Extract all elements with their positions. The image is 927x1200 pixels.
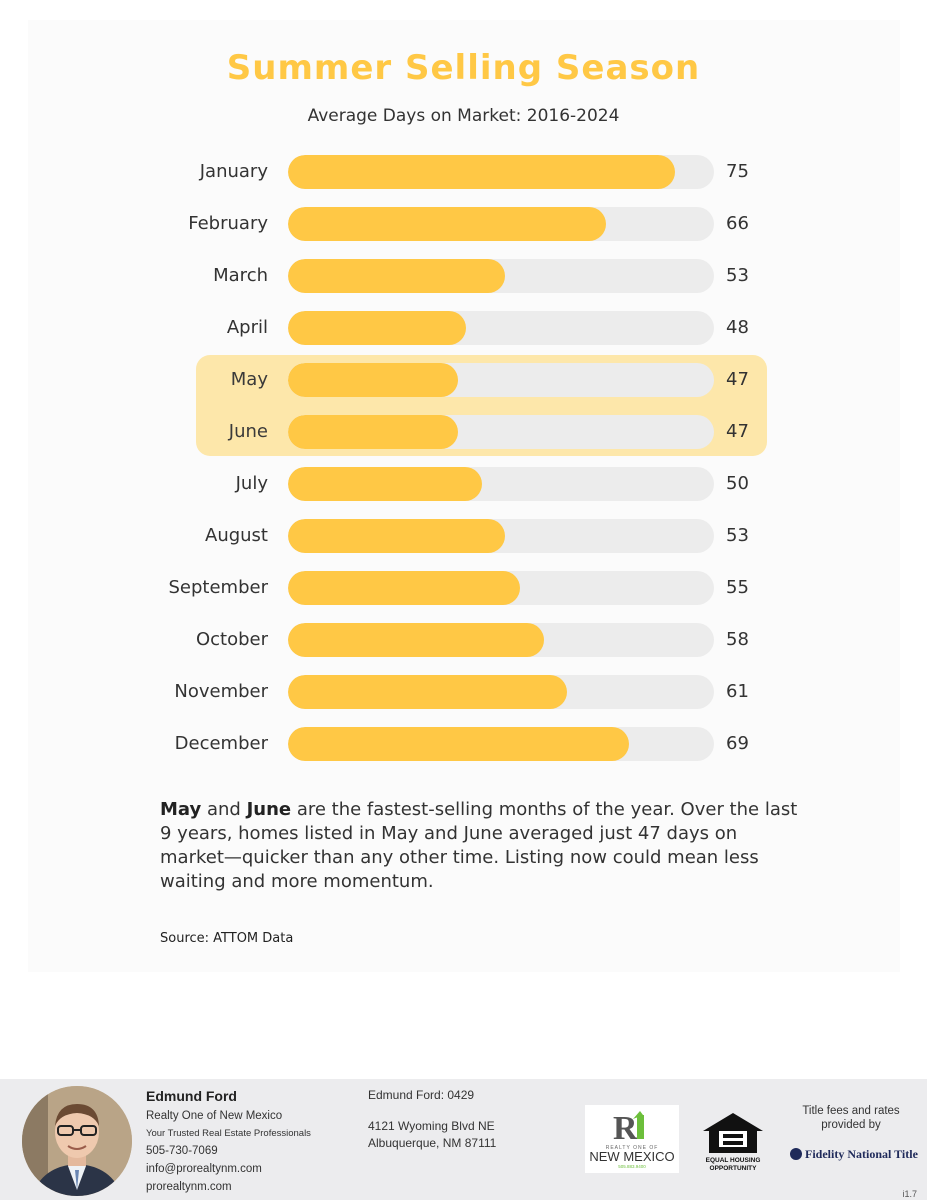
bar-track (288, 623, 714, 657)
bar-track (288, 207, 714, 241)
bar (288, 415, 458, 449)
agent-brokerage: Realty One of New Mexico (146, 1110, 283, 1122)
bar (288, 623, 544, 657)
chart-title: Summer Selling Season (226, 48, 701, 88)
value-label: 53 (726, 525, 749, 546)
bar-track (288, 311, 714, 345)
value-label: 66 (726, 213, 749, 234)
category-label: April (226, 317, 268, 338)
bar-track (288, 571, 714, 605)
bar-track (288, 363, 714, 397)
category-label: September (168, 577, 269, 598)
category-label: March (213, 265, 268, 286)
desc-text-body: are the fastest-selling months of the ye… (160, 799, 798, 892)
category-label: January (199, 161, 268, 182)
value-label: 53 (726, 265, 749, 286)
agent-license: Edmund Ford: 0429 (368, 1088, 475, 1102)
bar (288, 155, 675, 189)
category-label: July (235, 473, 268, 494)
value-label: 48 (726, 317, 749, 338)
category-label: October (195, 629, 268, 650)
bar (288, 675, 567, 709)
agent-avatar (22, 1086, 132, 1196)
category-label: August (205, 525, 268, 546)
office-address: Edmund Ford: 0429 4121 Wyoming Blvd NE A… (368, 1088, 496, 1150)
chart-description: May and June are the fastest-selling mon… (160, 798, 800, 894)
bar-row-march: March 53 (0, 259, 927, 293)
agent-info: Edmund Ford Realty One of New Mexico You… (146, 1088, 311, 1193)
agent-tagline: Your Trusted Real Estate Professionals (146, 1128, 311, 1139)
bar-row-september: September 55 (0, 571, 927, 605)
agent-name: Edmund Ford (146, 1088, 237, 1104)
bar (288, 467, 482, 501)
bar-row-august: August 53 (0, 519, 927, 553)
bar-track (288, 467, 714, 501)
source-note: Source: ATTOM Data (160, 931, 294, 946)
bar (288, 259, 505, 293)
agent-email[interactable]: info@prorealtynm.com (146, 1163, 262, 1175)
bar-row-july: July 50 (0, 467, 927, 501)
bar (288, 571, 520, 605)
bar-row-october: October 58 (0, 623, 927, 657)
category-label: February (188, 213, 268, 234)
bar (288, 311, 466, 345)
bar (288, 207, 606, 241)
bar-track (288, 259, 714, 293)
fidelity-logo: Fidelity National Title (790, 1147, 918, 1162)
bar-row-january: January 75 (0, 155, 927, 189)
value-label: 47 (726, 421, 749, 442)
version-tag: i1.7 (902, 1189, 917, 1199)
bar-row-november: November 61 (0, 675, 927, 709)
bar (288, 727, 629, 761)
desc-text-and: and (201, 799, 247, 820)
bar-row-april: April 48 (0, 311, 927, 345)
bar-track (288, 519, 714, 553)
value-label: 50 (726, 473, 749, 494)
footer: Edmund Ford Realty One of New Mexico You… (0, 1079, 927, 1200)
bar-track (288, 675, 714, 709)
desc-bold-may: May (160, 799, 202, 820)
value-label: 69 (726, 733, 749, 754)
title-fees-note: Title fees and rates provided by (802, 1105, 900, 1131)
bar-track (288, 155, 714, 189)
eho-text-2: OPPORTUNITY (710, 1165, 758, 1172)
value-label: 75 (726, 161, 749, 182)
bar-row-february: February 66 (0, 207, 927, 241)
agent-phone[interactable]: 505-730-7069 (146, 1145, 218, 1157)
chart-subtitle: Average Days on Market: 2016-2024 (307, 106, 620, 126)
bar-row-may: May 47 (0, 363, 927, 397)
category-label: May (230, 369, 268, 390)
r1-logo-top: REALTY ONE OF (606, 1145, 659, 1151)
bar-row-june: June 47 (0, 415, 927, 449)
equal-housing-logo: EQUAL HOUSING OPPORTUNITY (700, 1109, 766, 1173)
svg-text:R: R (613, 1110, 638, 1147)
eho-text-1: EQUAL HOUSING (706, 1157, 761, 1164)
bar-track (288, 727, 714, 761)
bar-row-december: December 69 (0, 727, 927, 761)
bar-track (288, 415, 714, 449)
category-label: December (174, 733, 268, 754)
category-label: November (174, 681, 268, 702)
desc-bold-june: June (246, 799, 292, 820)
category-label: June (228, 421, 268, 442)
address-line-2: Albuquerque, NM 87111 (368, 1136, 497, 1150)
agent-website[interactable]: prorealtynm.com (146, 1181, 232, 1193)
value-label: 55 (726, 577, 749, 598)
value-label: 47 (726, 369, 749, 390)
bar (288, 363, 458, 397)
r1-logo-main: NEW MEXICO (589, 1149, 674, 1164)
value-label: 61 (726, 681, 749, 702)
realty-one-logo: R REALTY ONE OF NEW MEXICO 505.883.9400 (585, 1105, 679, 1173)
value-label: 58 (726, 629, 749, 650)
r1-logo-phone: 505.883.9400 (618, 1164, 646, 1169)
address-line-1: 4121 Wyoming Blvd NE (368, 1119, 495, 1133)
fidelity-seal-icon (790, 1148, 802, 1160)
fidelity-name: Fidelity National Title (805, 1147, 918, 1161)
bar (288, 519, 505, 553)
